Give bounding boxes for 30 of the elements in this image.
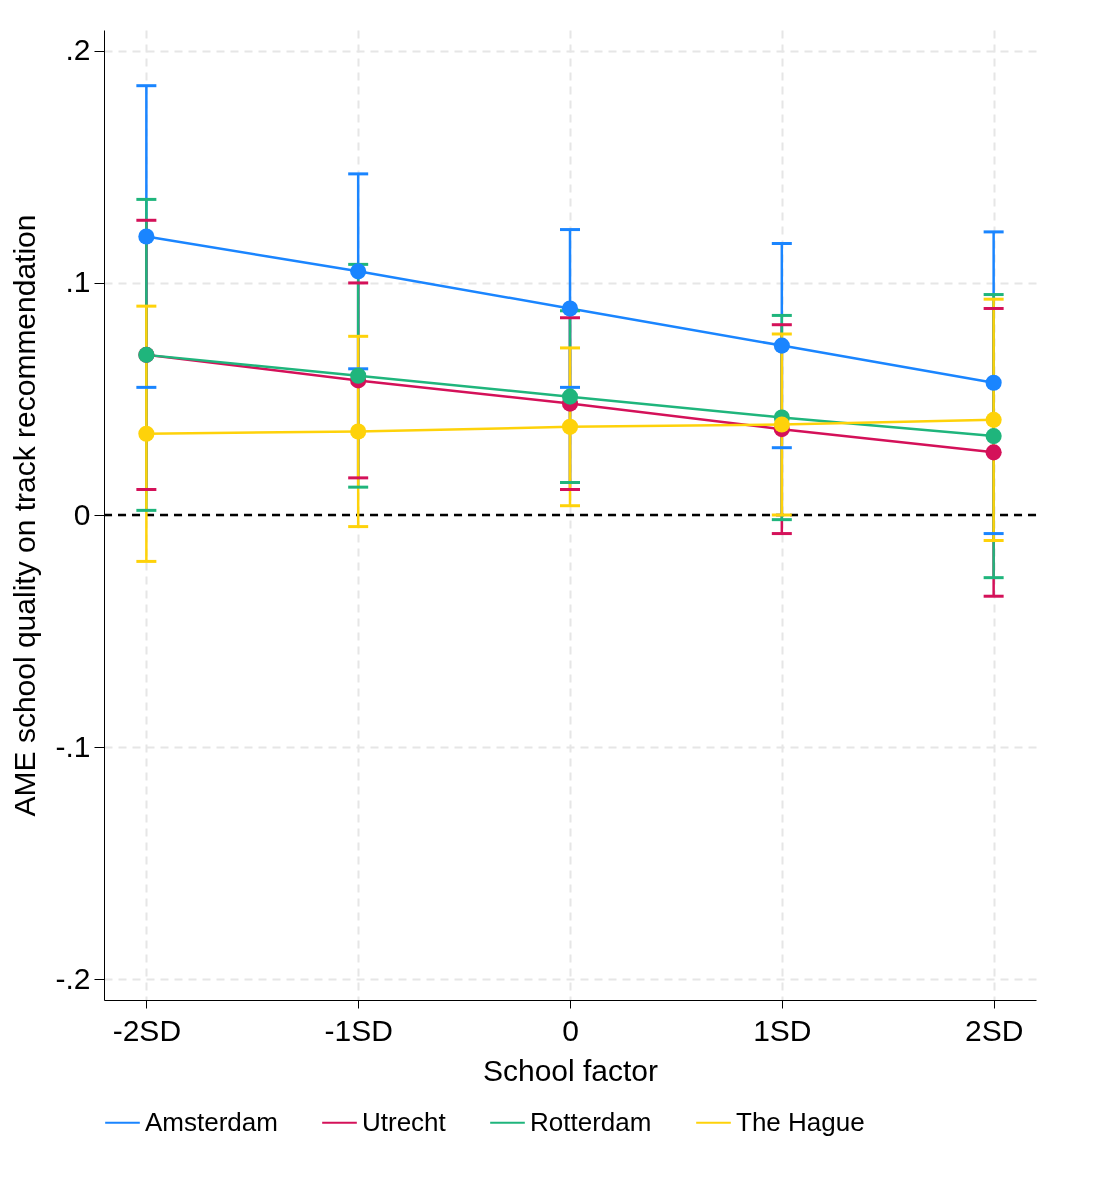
- y-tick-label: -.1: [55, 729, 91, 763]
- legend-label: The Hague: [736, 1106, 865, 1137]
- point: [985, 444, 1002, 461]
- point: [561, 300, 579, 317]
- point: [138, 228, 155, 245]
- point: [350, 367, 367, 384]
- x-tick-label: 2SD: [964, 1013, 1024, 1047]
- x-tick-label: 0: [562, 1013, 579, 1047]
- point: [350, 423, 367, 440]
- legend-label: Utrecht: [362, 1106, 447, 1137]
- y-tick-label: -.2: [55, 961, 91, 995]
- x-tick-label: 1SD: [753, 1013, 812, 1047]
- x-tick-label: -2SD: [112, 1013, 182, 1047]
- point: [561, 418, 579, 435]
- legend-label: Amsterdam: [145, 1106, 278, 1137]
- x-axis-title: School factor: [482, 1053, 659, 1087]
- point: [350, 263, 367, 280]
- point: [561, 388, 579, 405]
- y-tick-label: 0: [73, 497, 91, 531]
- point: [985, 428, 1002, 445]
- y-tick-label: .2: [65, 33, 91, 67]
- x-tick-label: -1SD: [324, 1013, 393, 1047]
- y-tick-label: .1: [65, 265, 91, 299]
- point: [985, 374, 1002, 391]
- point: [138, 425, 155, 442]
- y-axis-title: AME school quality on track recommendation: [8, 214, 42, 817]
- legend-label: Rotterdam: [530, 1106, 652, 1137]
- point: [985, 411, 1002, 428]
- point: [773, 416, 790, 433]
- point: [773, 337, 790, 354]
